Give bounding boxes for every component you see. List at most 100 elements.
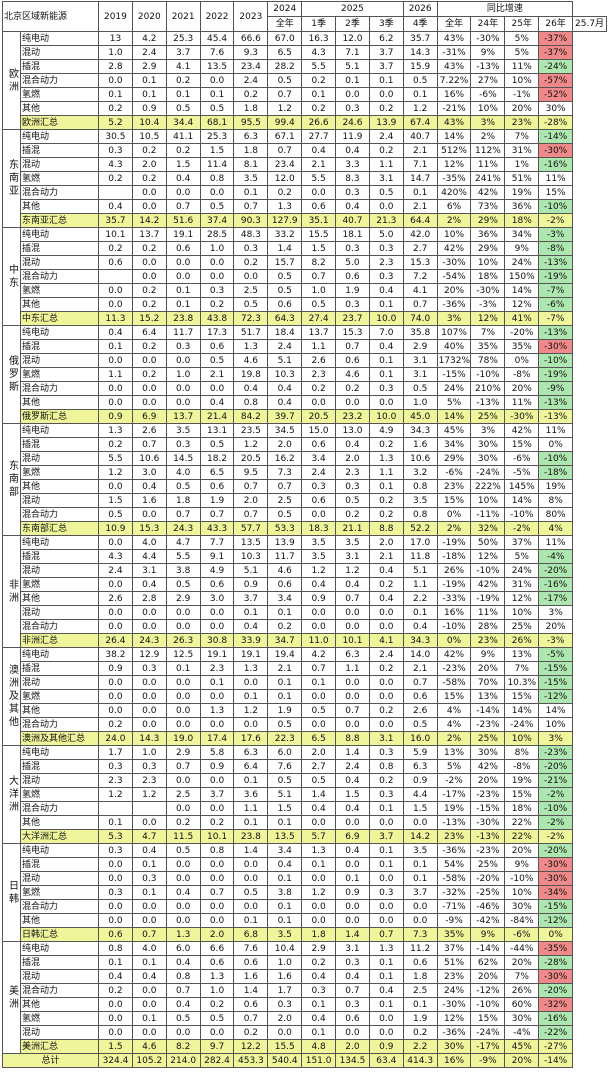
table-cell: 0.3: [98, 759, 133, 774]
table-cell: 0.1: [368, 353, 404, 368]
table-cell: -42%: [470, 913, 506, 928]
table-cell: 0.0: [335, 395, 370, 410]
row-label: 混合动力: [19, 269, 100, 284]
table-cell: 0.0: [165, 703, 201, 718]
table-cell: 1.3: [98, 423, 133, 438]
table-cell: 18%: [470, 269, 506, 284]
table-cell: 0.0: [131, 703, 167, 718]
table-cell: 0.6: [335, 1011, 370, 1026]
region-label: 欧洲: [2, 31, 21, 130]
table-cell: -36%: [436, 297, 472, 312]
table-cell: 2.8: [131, 591, 167, 606]
table-cell: 21.3: [368, 213, 404, 228]
table-cell: 0.1: [267, 871, 303, 886]
table-cell: 0.1: [233, 605, 269, 620]
table-cell: 10.1: [335, 633, 370, 648]
table-cell: 2.8: [98, 59, 133, 74]
table-cell: 1.2: [301, 563, 337, 578]
table-cell: 30%: [436, 1039, 472, 1054]
row-label: 插混: [19, 955, 100, 970]
table-cell: 18.1: [335, 227, 370, 242]
table-cell: 0.1: [301, 87, 337, 102]
table-cell: 145%: [504, 479, 540, 494]
table-cell: 28.5: [199, 227, 235, 242]
table-cell: 3.1: [402, 353, 438, 368]
table-cell: -5%: [504, 465, 540, 480]
table-cell: 3.4: [267, 843, 303, 858]
table-cell: 2.6: [402, 703, 438, 718]
table-cell: 14%: [538, 703, 574, 718]
table-cell: 0.6: [199, 339, 235, 354]
table-row: 氢燃 0.0 0.0 0.0 0.0 0.1 0.1 0.0 0.0 0.0 0.6 15% 13% 15…: [3, 689, 607, 704]
table-cell: 10.5: [131, 129, 167, 144]
table-cell: 24.3: [131, 633, 167, 648]
table-cell: 0.2: [335, 381, 370, 396]
row-label: 氢燃: [19, 885, 100, 900]
subtotal-row: 日韩汇总 0.6 0.7 1.3 2.0 6.8 3.5 1.8 1.4 0.7 7.3 35% 9% -…: [3, 927, 607, 942]
table-cell: 10%: [538, 717, 574, 732]
table-cell: 2.3: [335, 465, 370, 480]
table-cell: 8.2: [301, 255, 337, 270]
table-cell: 15%: [470, 1011, 506, 1026]
table-cell: 6.3: [402, 759, 438, 774]
table-cell: -7%: [538, 311, 574, 326]
table-cell: 4.1: [368, 633, 404, 648]
table-cell: 11.5: [165, 829, 201, 844]
table-cell: 5.9: [402, 745, 438, 760]
table-cell: 2%: [436, 731, 472, 746]
table-cell: 25.3: [199, 129, 235, 144]
table-row: 非洲 纯电动 0.0 4.0 4.7 7.7 13.5 13.9 3.5 3.5 2.0 17.0 -1…: [2, 535, 607, 648]
table-cell: 10.6: [402, 451, 438, 466]
table-cell: 0.0: [335, 913, 370, 928]
table-cell: 3.5: [301, 549, 337, 564]
table-cell: 33.2: [267, 227, 303, 242]
table-cell: 1.0: [267, 955, 303, 970]
table-cell: 0.3: [335, 241, 370, 256]
table-cell: 27.7: [301, 129, 337, 144]
table-cell: 0.4: [368, 339, 404, 354]
table-cell: 43%: [436, 31, 472, 46]
subtotal-row: 大洋洲汇总 5.3 4.7 11.5 10.1 23.8 13.5 5.7 6.9 3.7 14.2…: [3, 829, 607, 844]
table-cell: 0.0: [98, 1025, 133, 1040]
table-cell: 6.0: [267, 745, 303, 760]
table-cell: 1732%: [436, 353, 472, 368]
table-cell: 9%: [504, 241, 540, 256]
table-cell: 3%: [436, 311, 472, 326]
table-cell: 18.2: [199, 451, 235, 466]
table-cell: 0.5: [402, 381, 438, 396]
table-cell: 23.4: [233, 59, 269, 74]
table-cell: -19%: [538, 269, 574, 284]
table-cell: 2.0: [301, 745, 337, 760]
table-cell: 13: [98, 31, 133, 46]
table-cell: -10%: [504, 871, 540, 886]
table-cell: 13.5: [233, 535, 269, 550]
table-cell: 2.7: [301, 759, 337, 774]
table-cell: -27%: [538, 1039, 574, 1054]
table-cell: 0.0: [335, 619, 370, 634]
table-cell: 6.3: [233, 129, 269, 144]
table-cell: -13%: [538, 409, 574, 424]
table-cell: 0.1: [233, 773, 269, 788]
table-cell: 3.3: [335, 157, 370, 172]
table-cell: 20%: [504, 1053, 540, 1068]
table-cell: -30%: [436, 997, 472, 1012]
table-cell: -24%: [470, 465, 506, 480]
table-cell: -58%: [436, 871, 472, 886]
row-label: 混动: [19, 605, 100, 620]
table-cell: 0.0: [165, 255, 201, 270]
table-cell: 0.2: [98, 241, 133, 256]
region-label: 俄罗斯: [2, 325, 21, 424]
table-cell: 3%: [538, 731, 574, 746]
table-cell: -18%: [436, 549, 472, 564]
table-cell: -2%: [504, 521, 540, 536]
table-cell: 16%: [436, 1053, 472, 1068]
table-cell: 0.0: [98, 703, 133, 718]
table-cell: -12%: [538, 689, 574, 704]
table-cell: 0.5: [165, 101, 201, 116]
table-cell: 0.4: [301, 801, 337, 816]
table-cell: 1.1: [368, 157, 404, 172]
table-cell: 12.0: [267, 171, 303, 186]
table-cell: 0.2: [131, 339, 167, 354]
table-row: 其他 0.1 0.0 0.2 0.2 0.1 0.1 0.0 0.0 0.0 0.0 -13% -30%…: [3, 815, 607, 830]
table-cell: 23.5: [233, 423, 269, 438]
